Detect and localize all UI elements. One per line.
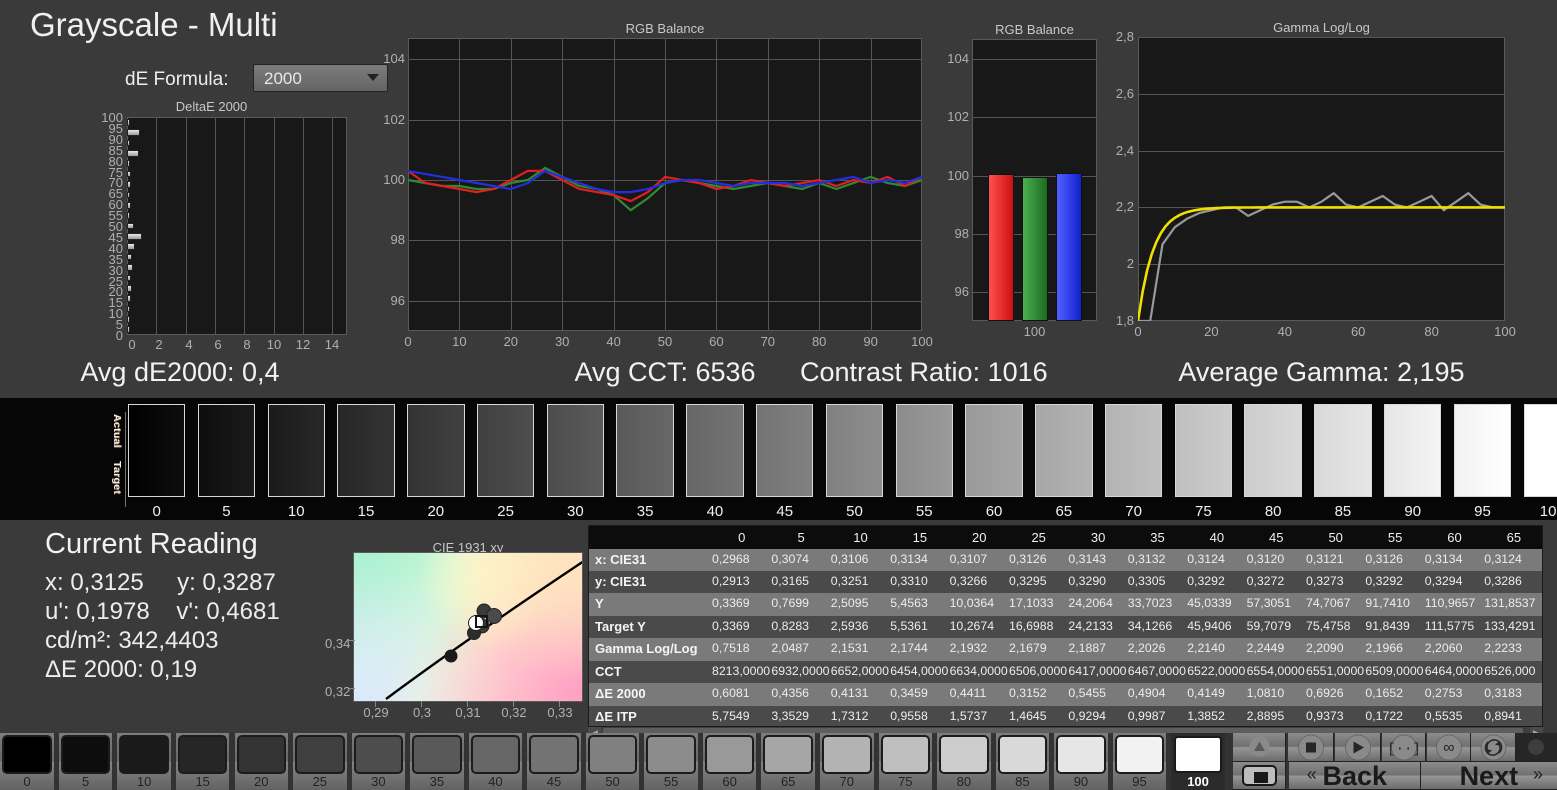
svg-text:∞: ∞ [1443, 740, 1454, 757]
svg-text:[··]: [··] [1387, 742, 1421, 758]
